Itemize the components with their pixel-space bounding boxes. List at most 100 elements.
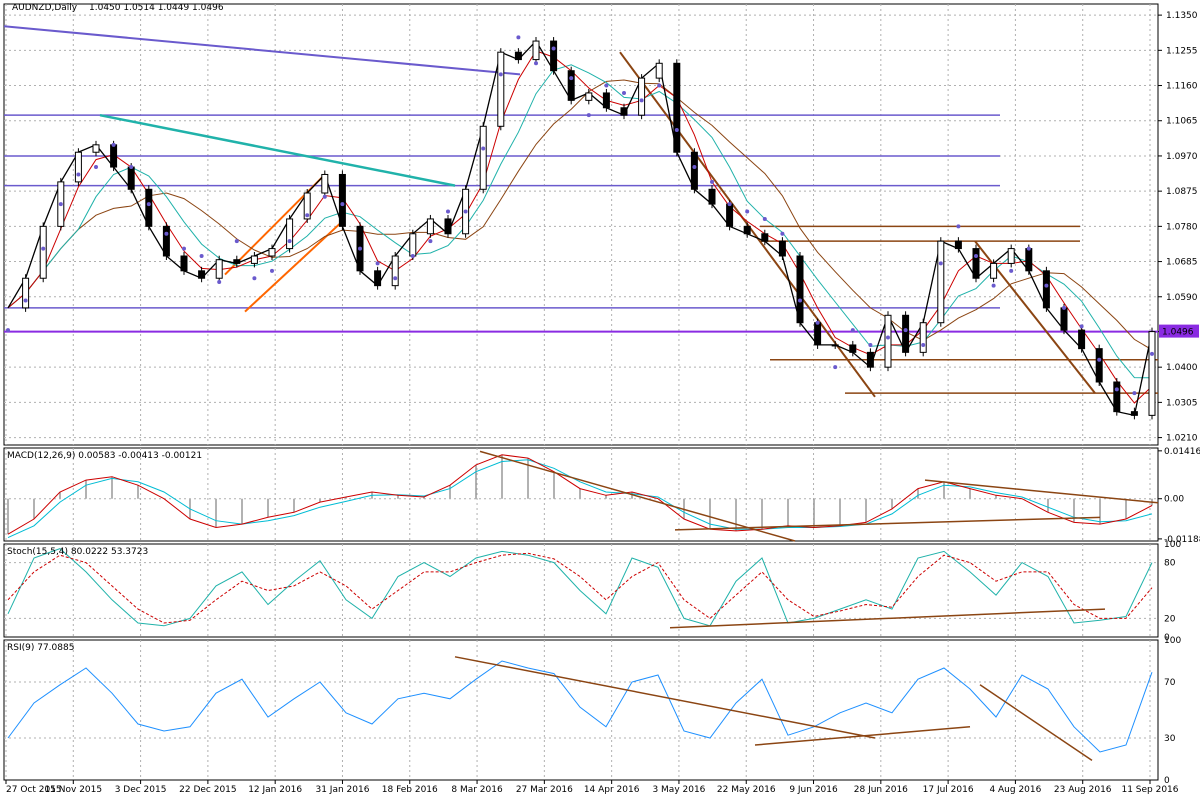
price-tick-label: 1.0305	[1166, 398, 1198, 408]
psar-dot	[780, 231, 785, 236]
rsi-trend-line	[979, 684, 1093, 762]
candle-body	[550, 40, 558, 72]
price-tick-label: 1.0685	[1166, 258, 1198, 268]
ma-slow-line	[7, 79, 1153, 351]
date-label: 18 Feb 2016	[382, 785, 438, 795]
psar-dot	[375, 261, 380, 266]
candle-body	[673, 62, 681, 153]
price-tick-label: 1.1255	[1166, 46, 1198, 56]
candle-body	[743, 225, 751, 235]
psar-dot	[516, 35, 521, 40]
psar-dot	[182, 246, 186, 251]
rsi-tick-label: 0	[1164, 776, 1170, 786]
date-label: 28 Jun 2016	[854, 785, 908, 795]
psar-dot	[252, 276, 257, 281]
candle-body	[1007, 248, 1015, 264]
candle-body	[374, 270, 382, 287]
candle-body	[444, 218, 452, 235]
date-label: 9 Jun 2016	[789, 785, 838, 795]
panel-frame-stoch	[3, 543, 1159, 638]
macd-trend-line	[479, 450, 796, 542]
psar-dot	[305, 213, 310, 218]
candle-body	[1078, 329, 1086, 350]
candle-body	[796, 255, 804, 324]
date-label: 27 Oct 2015	[6, 785, 62, 795]
date-label: 27 Mar 2016	[516, 785, 573, 795]
psar-dot	[622, 90, 626, 95]
psar-dot	[146, 202, 151, 207]
price-tick-label: 1.0210	[1166, 434, 1198, 444]
candle-body	[39, 225, 47, 279]
macd-tick-label: 0.01416	[1164, 447, 1200, 457]
psar-dot	[833, 365, 838, 370]
candle-body	[567, 70, 575, 101]
psar-dot	[956, 224, 961, 229]
candle-body	[338, 173, 346, 227]
candle-body	[92, 144, 100, 153]
psar-dot	[850, 328, 855, 333]
candle-body	[884, 314, 892, 368]
date-label: 12 Jan 2016	[248, 785, 302, 795]
psar-dot	[551, 46, 556, 51]
candle-body	[1025, 248, 1033, 272]
candle-body	[585, 92, 593, 101]
psar-dot	[815, 320, 820, 325]
price-tick-label: 1.0780	[1166, 222, 1198, 232]
candle-body	[22, 277, 30, 309]
psar-dot	[991, 283, 996, 288]
psar-dot	[974, 254, 978, 258]
psar-dot	[1062, 305, 1066, 310]
current-price-box	[1159, 324, 1199, 338]
psar-dot	[428, 239, 433, 244]
psar-dot	[1079, 324, 1084, 329]
price-tick-label: 1.1160	[1166, 82, 1198, 92]
price-tick-label: 1.0400	[1166, 363, 1198, 373]
psar-dot	[639, 98, 644, 103]
candle-body	[268, 248, 276, 257]
panel-frame-price	[3, 3, 1159, 446]
macd-main-line	[7, 454, 1153, 535]
macd-trend-line	[674, 516, 1101, 531]
candle-body	[286, 218, 294, 250]
candle-body	[321, 173, 329, 194]
date-label: 31 Jan 2016	[315, 785, 369, 795]
candle-body	[391, 255, 399, 287]
psar-dot	[76, 172, 81, 177]
psar-dot	[340, 202, 345, 207]
psar-dot	[164, 231, 169, 236]
stoch-tick-label: 100	[1164, 540, 1181, 550]
psar-dot	[111, 142, 116, 147]
date-label: 22 Dec 2015	[179, 785, 237, 795]
psar-dot	[463, 209, 468, 214]
candle-body	[638, 77, 646, 116]
psar-dot	[58, 202, 63, 207]
candle-body	[303, 192, 311, 220]
psar-dot	[903, 328, 908, 333]
psar-dot	[534, 61, 538, 66]
macd-tick-label: -0.01188	[1164, 535, 1200, 545]
candle-body	[814, 322, 822, 346]
candle-body	[514, 51, 522, 61]
candle-body	[726, 203, 734, 227]
candle-body	[127, 166, 135, 190]
price-tick-label: 1.0970	[1166, 152, 1198, 162]
psar-dot	[727, 202, 732, 207]
teal-trend-line	[99, 113, 456, 187]
psar-dot	[217, 279, 222, 284]
candle-body	[233, 259, 241, 264]
candle-body	[972, 248, 980, 279]
date-label: 23 Aug 2016	[1054, 785, 1112, 795]
candle-body	[479, 125, 487, 190]
psar-dot	[938, 261, 943, 266]
date-label: 8 Mar 2016	[451, 785, 503, 795]
rsi-line	[7, 660, 1153, 753]
psar-dot	[886, 335, 890, 340]
psar-dot	[199, 254, 204, 258]
psar-dot	[287, 239, 292, 244]
psar-dot	[270, 268, 274, 273]
psar-dot	[1026, 246, 1031, 251]
candle-body	[145, 188, 153, 227]
psar-dot	[586, 113, 591, 118]
candle-body	[690, 151, 698, 190]
